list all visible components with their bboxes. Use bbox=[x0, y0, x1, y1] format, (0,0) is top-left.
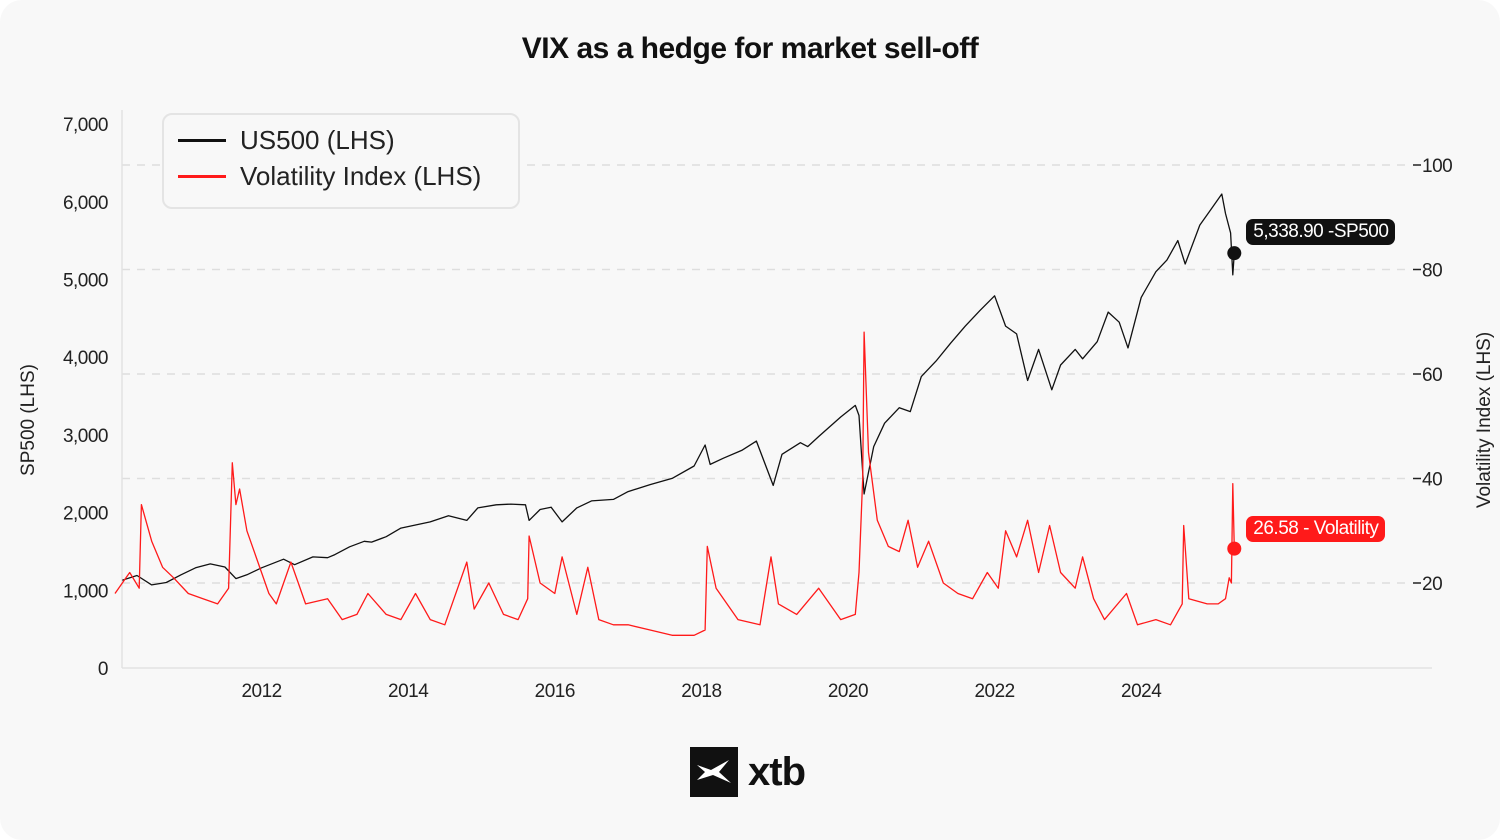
gridlines bbox=[122, 164, 1408, 584]
y-left-tick-label: 2,000 bbox=[63, 504, 108, 525]
y-left-tick-label: 7,000 bbox=[63, 115, 108, 136]
axis-ticks: 20 40 60 80 100 0 1,000 2,000 3,000 4,000 5,000 6,0… bbox=[63, 115, 1453, 702]
legend: US500 (LHS) Volatility Index (LHS) bbox=[162, 113, 520, 209]
y-right-tick-label: 100 bbox=[1422, 156, 1452, 177]
x-tick-label: 2024 bbox=[1121, 681, 1162, 702]
y-left-tick-label: 6,000 bbox=[63, 193, 108, 214]
legend-item-vix: Volatility Index (LHS) bbox=[178, 161, 481, 192]
y-axis-right-label: Volatility Index (LHS) bbox=[1474, 332, 1495, 508]
x-tick-label: 2016 bbox=[535, 681, 575, 702]
y-left-tick-label: 4,000 bbox=[63, 348, 108, 369]
legend-swatch-us500 bbox=[178, 139, 226, 142]
y-left-tick-label: 1,000 bbox=[63, 581, 108, 602]
y-right-tick-label: 60 bbox=[1422, 365, 1442, 386]
y-axis-left-label: SP500 (LHS) bbox=[18, 364, 39, 476]
legend-label-us500: US500 (LHS) bbox=[240, 125, 395, 155]
y-left-tick-label: 3,000 bbox=[63, 426, 108, 447]
sp500-last-value-label: 5,338.90 -SP500 bbox=[1246, 219, 1396, 246]
x-tick-label: 2018 bbox=[681, 681, 721, 702]
chart-title: VIX as a hedge for market sell-off bbox=[521, 32, 979, 65]
us500-line bbox=[122, 193, 1235, 586]
xtb-logo-mark-icon bbox=[690, 747, 738, 797]
legend-swatch-vix bbox=[178, 175, 226, 178]
vix-last-value-label: 26.58 - Volatility bbox=[1246, 515, 1386, 542]
y-left-tick-label: 5,000 bbox=[63, 271, 108, 292]
series-lines bbox=[114, 193, 1242, 636]
vix-last-point bbox=[1227, 541, 1242, 556]
us500-last-point bbox=[1227, 246, 1242, 261]
y-right-tick-label: 40 bbox=[1422, 470, 1442, 491]
xtb-logo-text: xtb bbox=[748, 749, 806, 794]
y-left-tick-label: 0 bbox=[98, 659, 108, 680]
legend-label-vix: Volatility Index (LHS) bbox=[240, 161, 482, 191]
y-right-tick-label: 80 bbox=[1422, 261, 1442, 282]
xtb-logo: xtb bbox=[690, 747, 806, 797]
x-tick-label: 2020 bbox=[828, 681, 868, 702]
y-right-tick-label: 20 bbox=[1422, 574, 1442, 595]
x-tick-label: 2014 bbox=[388, 681, 429, 702]
x-tick-label: 2022 bbox=[974, 681, 1014, 702]
vix-line bbox=[114, 331, 1235, 636]
legend-item-us500: US500 (LHS) bbox=[178, 125, 395, 156]
x-tick-label: 2012 bbox=[241, 681, 281, 702]
